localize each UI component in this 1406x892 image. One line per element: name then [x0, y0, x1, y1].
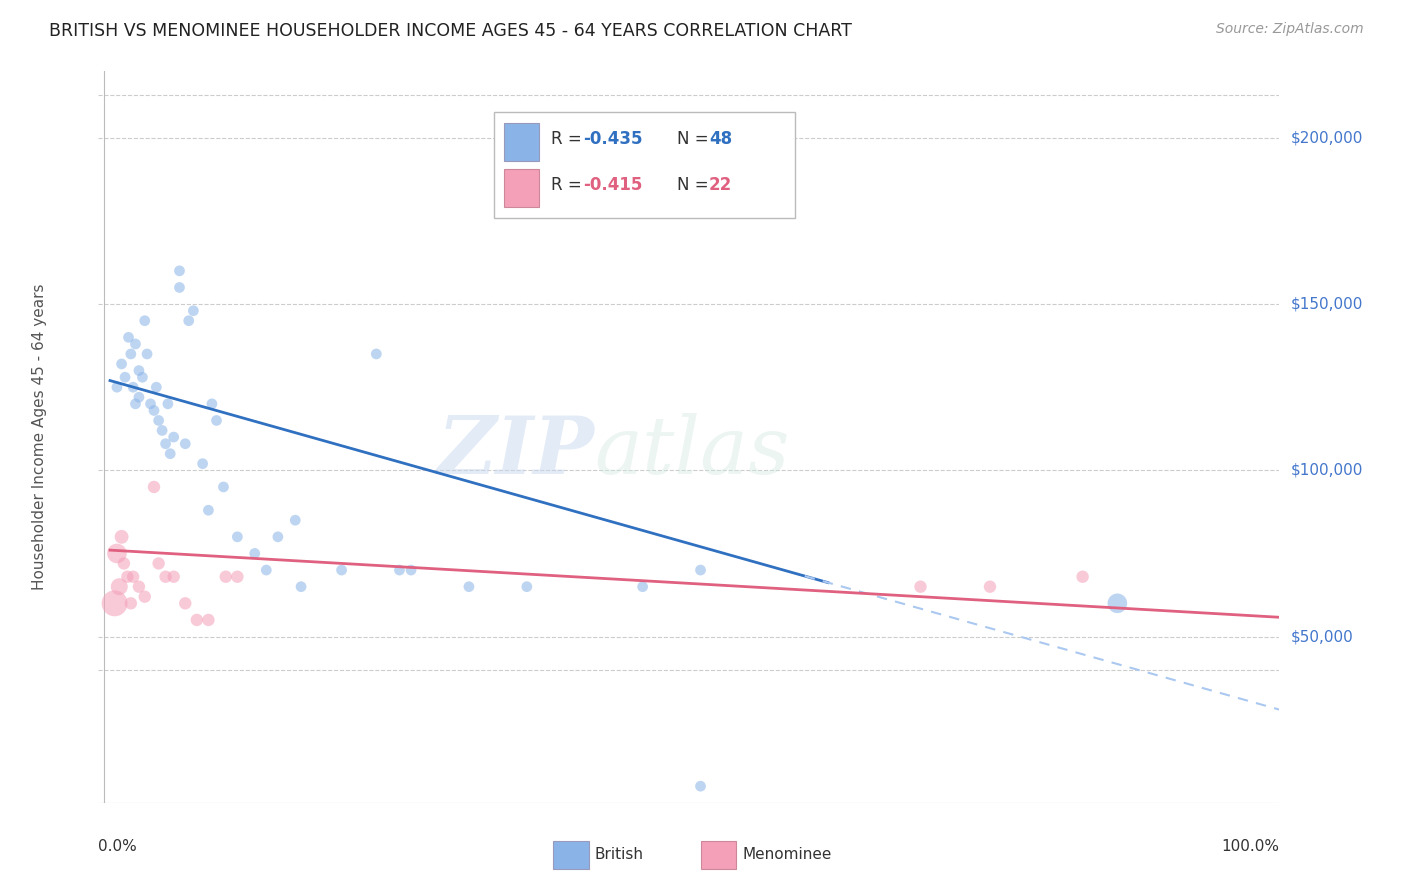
Point: [197, 613, 219, 627]
Point: [267, 530, 290, 544]
Point: [124, 397, 146, 411]
Point: [290, 580, 312, 594]
Text: R =: R =: [551, 130, 586, 148]
Point: [243, 546, 266, 560]
Point: [143, 480, 166, 494]
Point: [148, 413, 170, 427]
Point: [120, 347, 142, 361]
Text: -0.435: -0.435: [582, 130, 643, 148]
Bar: [503, 169, 538, 207]
Text: BRITISH VS MENOMINEE HOUSEHOLDER INCOME AGES 45 - 64 YEARS CORRELATION CHART: BRITISH VS MENOMINEE HOUSEHOLDER INCOME …: [49, 22, 852, 40]
Point: [330, 563, 353, 577]
Point: [399, 563, 422, 577]
Point: [169, 280, 191, 294]
Text: N =: N =: [678, 176, 714, 194]
Point: [128, 363, 150, 377]
Text: 100.0%: 100.0%: [1222, 839, 1279, 855]
FancyBboxPatch shape: [494, 112, 796, 218]
Point: [117, 570, 139, 584]
Point: [197, 503, 219, 517]
Point: [134, 314, 156, 328]
Point: [139, 397, 162, 411]
Point: [215, 570, 238, 584]
Point: [163, 570, 186, 584]
Point: [284, 513, 307, 527]
Text: atlas: atlas: [595, 413, 790, 491]
Text: British: British: [595, 847, 644, 862]
Point: [120, 596, 142, 610]
Point: [110, 357, 132, 371]
Point: [117, 330, 139, 344]
Point: [388, 563, 411, 577]
Point: [128, 580, 150, 594]
Point: [122, 570, 145, 584]
Point: [201, 397, 224, 411]
Point: [169, 264, 191, 278]
Point: [191, 457, 214, 471]
Text: 48: 48: [709, 130, 733, 148]
Point: [689, 779, 711, 793]
Point: [159, 447, 181, 461]
Point: [110, 530, 132, 544]
Point: [145, 380, 167, 394]
Point: [979, 580, 1001, 594]
Point: [516, 580, 538, 594]
Text: R =: R =: [551, 176, 586, 194]
Bar: [700, 841, 737, 869]
Point: [105, 380, 128, 394]
Point: [150, 424, 173, 438]
Text: Menominee: Menominee: [742, 847, 831, 862]
Point: [136, 347, 159, 361]
Point: [174, 436, 197, 450]
Point: [1107, 596, 1129, 610]
Point: [143, 403, 166, 417]
Text: Source: ZipAtlas.com: Source: ZipAtlas.com: [1216, 22, 1364, 37]
Point: [458, 580, 481, 594]
Point: [155, 570, 177, 584]
Point: [366, 347, 388, 361]
Text: N =: N =: [678, 130, 714, 148]
Point: [112, 557, 135, 571]
Bar: [553, 841, 589, 869]
Point: [689, 563, 711, 577]
Text: $150,000: $150,000: [1291, 297, 1362, 311]
Point: [254, 563, 277, 577]
Text: $50,000: $50,000: [1291, 629, 1354, 644]
Text: Householder Income Ages 45 - 64 years: Householder Income Ages 45 - 64 years: [32, 284, 46, 591]
Point: [131, 370, 153, 384]
Point: [226, 530, 249, 544]
Point: [155, 436, 177, 450]
Point: [910, 580, 932, 594]
Text: ZIP: ZIP: [437, 413, 595, 491]
Text: $100,000: $100,000: [1291, 463, 1362, 478]
Text: $200,000: $200,000: [1291, 130, 1362, 145]
Point: [124, 337, 146, 351]
Point: [1071, 570, 1094, 584]
Point: [183, 303, 205, 318]
Bar: [503, 123, 538, 161]
Point: [108, 580, 131, 594]
Point: [156, 397, 179, 411]
Text: 22: 22: [709, 176, 733, 194]
Point: [163, 430, 186, 444]
Point: [148, 557, 170, 571]
Point: [114, 370, 136, 384]
Point: [134, 590, 156, 604]
Point: [174, 596, 197, 610]
Text: 0.0%: 0.0%: [98, 839, 138, 855]
Point: [104, 596, 127, 610]
Point: [105, 546, 128, 560]
Point: [128, 390, 150, 404]
Point: [122, 380, 145, 394]
Point: [226, 570, 249, 584]
Point: [212, 480, 235, 494]
Text: -0.415: -0.415: [582, 176, 643, 194]
Point: [205, 413, 228, 427]
Point: [631, 580, 654, 594]
Point: [186, 613, 208, 627]
Point: [177, 314, 200, 328]
